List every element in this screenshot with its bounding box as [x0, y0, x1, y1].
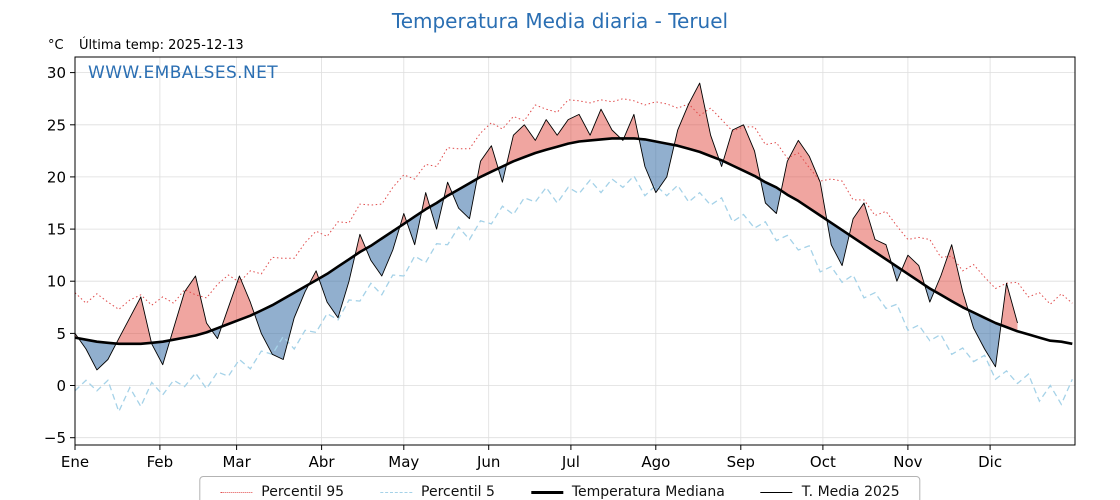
x-tick-label: Jul [561, 453, 580, 471]
temperatura-mediana-line [74, 137, 1073, 346]
percentil-5-line [74, 174, 1073, 414]
fill-below-median [924, 285, 935, 303]
watermark-text: WWW.EMBALSES.NET [88, 63, 279, 83]
y-tick-label: 10 [47, 273, 66, 291]
legend-item-percentil-5: Percentil 5 [380, 484, 495, 500]
fill-above-median [399, 213, 407, 227]
y-tick-label: 30 [47, 64, 66, 82]
fill-above-median [723, 124, 761, 180]
fill-above-median [781, 140, 827, 220]
x-tick-label: Ago [641, 453, 670, 471]
fill-above-median [674, 83, 719, 160]
fill-below-median [968, 309, 1001, 367]
fill-above-median [623, 114, 639, 139]
last-temp-label: Última temp: 2025-12-13 [79, 38, 244, 53]
temperatura-mediana-line-swatch [530, 490, 563, 494]
x-tick-label: Sep [727, 453, 755, 471]
fill-below-median [254, 284, 310, 360]
fill-below-median [891, 263, 902, 282]
fill-above-median [934, 244, 969, 310]
x-tick-label: Mar [222, 453, 251, 471]
percentil-95-line-swatch [220, 491, 253, 493]
x-tick-label: Ene [61, 453, 89, 471]
x-tick-label: Feb [147, 453, 174, 471]
fill-above-median [849, 203, 892, 263]
fill-below-median [151, 340, 170, 365]
legend-label-temperatura-mediana: Temperatura Mediana [571, 484, 725, 500]
fill-above-median [506, 109, 621, 165]
legend-item-temperatura-mediana: Temperatura Mediana [530, 484, 725, 500]
fill-below-median [78, 338, 117, 370]
y-tick-label: −5 [44, 429, 66, 447]
axes-frame [74, 56, 1076, 446]
x-tick-label: Dic [978, 453, 1002, 471]
x-tick-label: Oct [810, 453, 836, 471]
fill-above-median [116, 296, 152, 344]
x-tick-label: May [388, 453, 419, 471]
percentil-5-line-swatch [380, 491, 413, 493]
fill-below-median [639, 138, 675, 193]
chart-title: Temperatura Media diaria - Teruel [391, 9, 729, 33]
legend-item-t-media-2025: T. Media 2025 [760, 484, 900, 500]
legend-item-percentil-95: Percentil 95 [220, 484, 344, 500]
fill-below-median [498, 164, 507, 183]
y-tick-label: 15 [47, 221, 66, 239]
y-axis-unit-label: °C [48, 38, 64, 53]
fill-below-median [318, 255, 355, 318]
y-tick-label: 5 [56, 325, 66, 343]
t-media-2025-line [74, 82, 1018, 371]
t-media-2025-line-swatch [760, 491, 793, 493]
x-tick-label: Nov [893, 453, 922, 471]
fill-above-median [221, 276, 255, 327]
legend-label-t-media-2025: T. Media 2025 [801, 484, 900, 500]
x-tick-label: Abr [309, 453, 336, 471]
legend-label-percentil-5: Percentil 5 [421, 484, 495, 500]
legend-label-percentil-95: Percentil 95 [261, 484, 345, 500]
fill-above-median [901, 255, 925, 286]
fill-above-median [309, 270, 319, 285]
y-tick-label: 0 [56, 377, 66, 395]
y-tick-label: 25 [47, 116, 66, 134]
fill-below-median [365, 226, 400, 276]
x-tick-label: Jun [476, 453, 500, 471]
legend: Percentil 95 Percentil 5 Temperatura Med… [199, 476, 921, 500]
fill-above-median [170, 276, 212, 341]
y-tick-label: 20 [47, 168, 66, 186]
fill-below-median [452, 178, 478, 219]
